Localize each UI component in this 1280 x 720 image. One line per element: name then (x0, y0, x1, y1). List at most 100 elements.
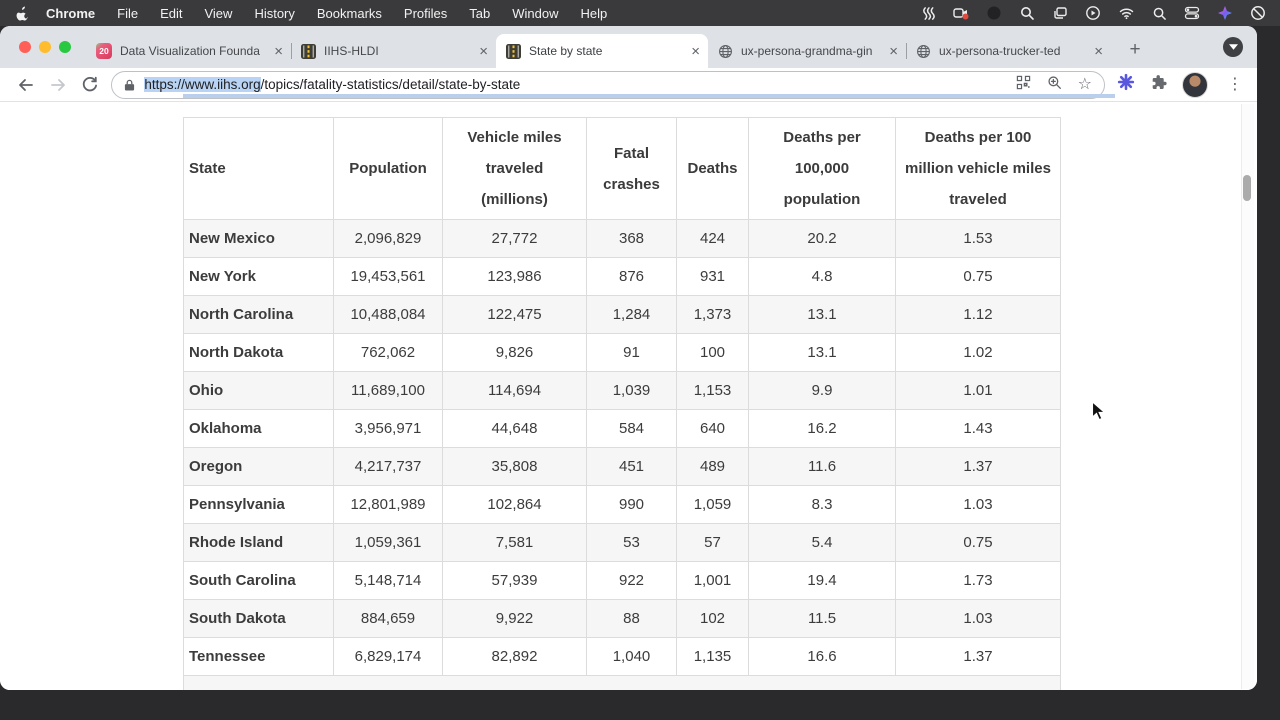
menu-item-view[interactable]: View (204, 5, 233, 21)
fatality-table: State Population Vehicle miles traveled (m… (183, 117, 1061, 690)
value-cell: 123,986 (442, 257, 587, 296)
value-cell: 88 (586, 599, 677, 638)
dimmed-app-icon[interactable] (986, 5, 1002, 21)
table-row-oklahoma: Oklahoma 3,956,971 44,648 584 640 16.2 1.43 (183, 409, 1061, 448)
tab-ux-persona-trucker-ted[interactable]: ux-persona-trucker-ted × (906, 34, 1111, 68)
tab-iihs-hldi[interactable]: IIHS-HLDI × (291, 34, 496, 68)
menu-item-history[interactable]: History (254, 5, 295, 21)
window-minimize-button[interactable] (39, 41, 51, 53)
browser-toolbar: https://www.iihs.org/topics/fatality-sta… (0, 68, 1257, 102)
menu-item-tab[interactable]: Tab (469, 5, 491, 21)
table-row-rhode-island: Rhode Island 1,059,361 7,581 53 57 5.4 0.75 (183, 523, 1061, 562)
value-cell: 19.4 (748, 561, 896, 600)
zoom-window-icon[interactable] (1019, 5, 1035, 21)
back-button[interactable] (13, 72, 39, 98)
value-cell: 3,956,971 (333, 409, 443, 448)
state-cell: Oklahoma (183, 409, 334, 448)
value-cell: 44,648 (442, 409, 587, 448)
tab-data-visualization-founda[interactable]: 20 Data Visualization Founda × (86, 34, 291, 68)
road-icon (506, 43, 521, 59)
control-center-icon[interactable] (1184, 5, 1200, 21)
tab-strip: 20 Data Visualization Founda × IIHS-HLDI × St… (0, 26, 1257, 68)
value-cell: 91 (586, 333, 677, 372)
value-cell: 4,217,737 (333, 447, 443, 486)
value-cell: 884,659 (333, 599, 443, 638)
tab-close-icon[interactable]: × (479, 42, 488, 60)
lock-icon[interactable] (124, 78, 135, 92)
omnibox[interactable]: https://www.iihs.org/topics/fatality-sta… (111, 70, 1106, 99)
forward-button[interactable] (45, 72, 71, 98)
value-cell: 1,153 (676, 371, 749, 410)
value-cell: 1,039 (586, 371, 677, 410)
value-cell: 100 (676, 333, 749, 372)
do-not-disturb-icon[interactable] (1250, 5, 1266, 21)
menu-item-file[interactable]: File (117, 5, 139, 21)
menu-item-profiles[interactable]: Profiles (403, 5, 448, 21)
tab-close-icon[interactable]: × (691, 42, 700, 60)
column-header-population: Population (333, 117, 443, 220)
course-20-icon: 20 (96, 43, 112, 59)
state-cell: Tennessee (183, 637, 334, 676)
value-cell: 1.12 (895, 295, 1061, 334)
tab-search-button[interactable] (1223, 37, 1243, 57)
tab-close-icon[interactable]: × (274, 42, 283, 60)
state-cell: Ohio (183, 371, 334, 410)
value-cell: 12,801,989 (333, 485, 443, 524)
creative-app-icon[interactable] (1217, 5, 1233, 21)
value-cell: 16.2 (748, 409, 896, 448)
value-cell: 9.9 (748, 371, 896, 410)
waves-icon[interactable] (921, 6, 936, 21)
state-cell: North Carolina (183, 295, 334, 334)
extension-asterisk-icon[interactable] (1117, 73, 1135, 96)
table-row-north-dakota: North Dakota 762,062 9,826 91 100 13.1 1.02 (183, 333, 1061, 372)
scrollbar-thumb[interactable] (1243, 175, 1251, 201)
macos-menu-bar: Chrome File Edit View History Bookmarks Profil… (0, 0, 1280, 26)
spotlight-search-icon[interactable] (1152, 6, 1167, 21)
state-cell: Pennsylvania (183, 485, 334, 524)
value-cell: 20.2 (748, 219, 896, 258)
qr-code-icon[interactable] (1016, 75, 1031, 95)
state-cell: South Dakota (183, 599, 334, 638)
zoom-in-icon[interactable] (1047, 75, 1062, 95)
value-cell: 1,135 (676, 637, 749, 676)
tab-state-by-state[interactable]: State by state × (496, 34, 708, 68)
wifi-icon[interactable] (1118, 5, 1135, 21)
profile-avatar[interactable] (1182, 71, 1209, 98)
menu-item-window[interactable]: Window (512, 5, 559, 21)
value-cell: 1,059,361 (333, 523, 443, 562)
value-cell: 1,284 (586, 295, 677, 334)
value-cell: 16.6 (748, 637, 896, 676)
value-cell: 9,922 (442, 599, 587, 638)
value-cell: 2,096,829 (333, 219, 443, 258)
window-controls (19, 41, 71, 53)
menu-item-help[interactable]: Help (580, 5, 608, 21)
tab-ux-persona-grandma-gin[interactable]: ux-persona-grandma-gin × (708, 34, 906, 68)
value-cell: 1,040 (586, 637, 677, 676)
tab-label: ux-persona-trucker-ted (939, 44, 1061, 58)
value-cell: 762,062 (333, 333, 443, 372)
window-close-button[interactable] (19, 41, 31, 53)
reload-icon (82, 76, 97, 92)
value-cell: 1,373 (676, 295, 749, 334)
menu-item-bookmarks[interactable]: Bookmarks (316, 5, 382, 21)
new-tab-button[interactable]: + (1129, 39, 1141, 60)
apple-icon[interactable] (16, 5, 29, 21)
play-circle-icon[interactable] (1085, 5, 1101, 21)
menu-item-chrome[interactable]: Chrome (46, 5, 96, 21)
value-cell: 53 (586, 523, 677, 562)
reload-button[interactable] (77, 72, 103, 98)
tabs: 20 Data Visualization Founda × IIHS-HLDI × St… (86, 26, 1149, 68)
window-stack-icon[interactable] (1052, 5, 1068, 21)
meet-camera-icon[interactable] (953, 5, 969, 21)
window-zoom-button[interactable] (59, 41, 71, 53)
globe-icon (718, 44, 733, 59)
menu-item-edit[interactable]: Edit (160, 5, 183, 21)
tab-close-icon[interactable]: × (889, 42, 898, 60)
tab-close-icon[interactable]: × (1094, 42, 1103, 60)
scrollbar-track[interactable] (1241, 104, 1254, 689)
value-cell: 19,453,561 (333, 257, 443, 296)
value-cell: 1,001 (676, 561, 749, 600)
extensions-puzzle-icon[interactable] (1150, 74, 1167, 96)
bookmark-star-icon[interactable]: ☆ (1077, 75, 1093, 93)
menu-kebab-icon[interactable]: ⋮ (1227, 75, 1244, 93)
